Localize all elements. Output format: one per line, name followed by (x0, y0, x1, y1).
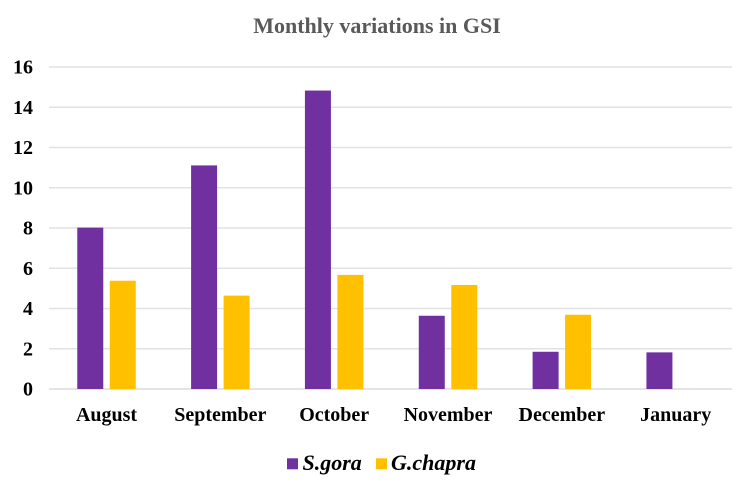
svg-text:August: August (76, 404, 137, 426)
svg-text:S.gora: S.gora (303, 450, 362, 475)
svg-text:Monthly variations in GSI: Monthly variations in GSI (253, 13, 501, 38)
svg-text:4: 4 (23, 298, 33, 320)
svg-text:G.chapra: G.chapra (391, 450, 476, 475)
svg-text:14: 14 (13, 97, 33, 119)
svg-text:January: January (640, 404, 711, 426)
svg-text:16: 16 (13, 57, 33, 79)
svg-text:September: September (174, 404, 266, 426)
svg-text:November: November (404, 404, 493, 426)
svg-text:6: 6 (23, 258, 33, 280)
svg-text:0: 0 (23, 379, 33, 401)
svg-text:2: 2 (23, 338, 33, 360)
svg-text:8: 8 (23, 218, 33, 240)
svg-text:10: 10 (13, 177, 33, 199)
svg-text:October: October (299, 404, 369, 426)
svg-text:12: 12 (13, 137, 33, 159)
svg-text:December: December (519, 404, 606, 426)
